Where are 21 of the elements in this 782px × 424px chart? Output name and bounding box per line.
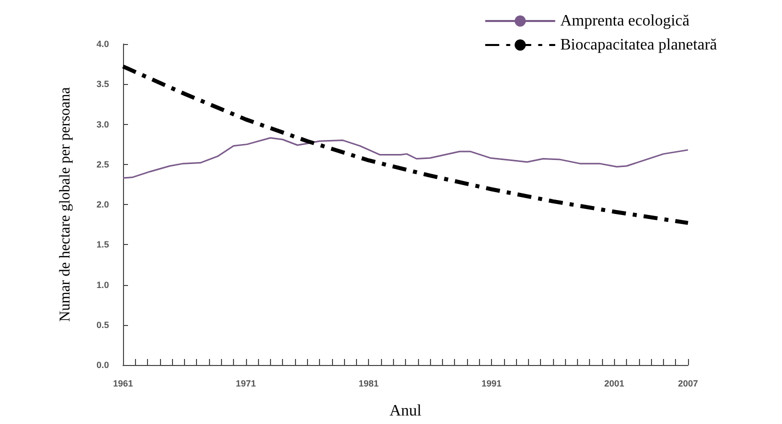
y-tick-label: 2.5 <box>96 159 109 170</box>
x-tick-label: 1981 <box>358 378 379 388</box>
x-tick-label: 2007 <box>678 378 698 388</box>
y-tick-label: 0.5 <box>96 320 109 330</box>
x-tick-label: 1961 <box>112 378 134 388</box>
y-axis-title: Numar de hectare globale per persoana <box>58 86 74 322</box>
x-tick-label: 1971 <box>236 378 256 388</box>
line-series <box>122 137 689 179</box>
y-tick-label: 0.0 <box>96 360 109 370</box>
y-tick-label: 3.5 <box>96 79 109 90</box>
x-tick-label: 1991 <box>481 378 502 388</box>
y-tick-label: 3.0 <box>96 119 109 130</box>
y-tick-label: 1.5 <box>96 240 109 250</box>
line-series <box>121 64 690 225</box>
legend-label: Amprenta ecologică <box>560 12 690 30</box>
x-tick-label: 2001 <box>604 378 624 388</box>
y-tick-label: 1.0 <box>96 280 109 290</box>
legend-label: Biocapacitatea planetară <box>560 36 718 54</box>
y-tick-label: 2.0 <box>96 200 109 210</box>
x-axis-title: Anul <box>390 402 422 420</box>
y-tick-label: 4.0 <box>96 39 109 49</box>
